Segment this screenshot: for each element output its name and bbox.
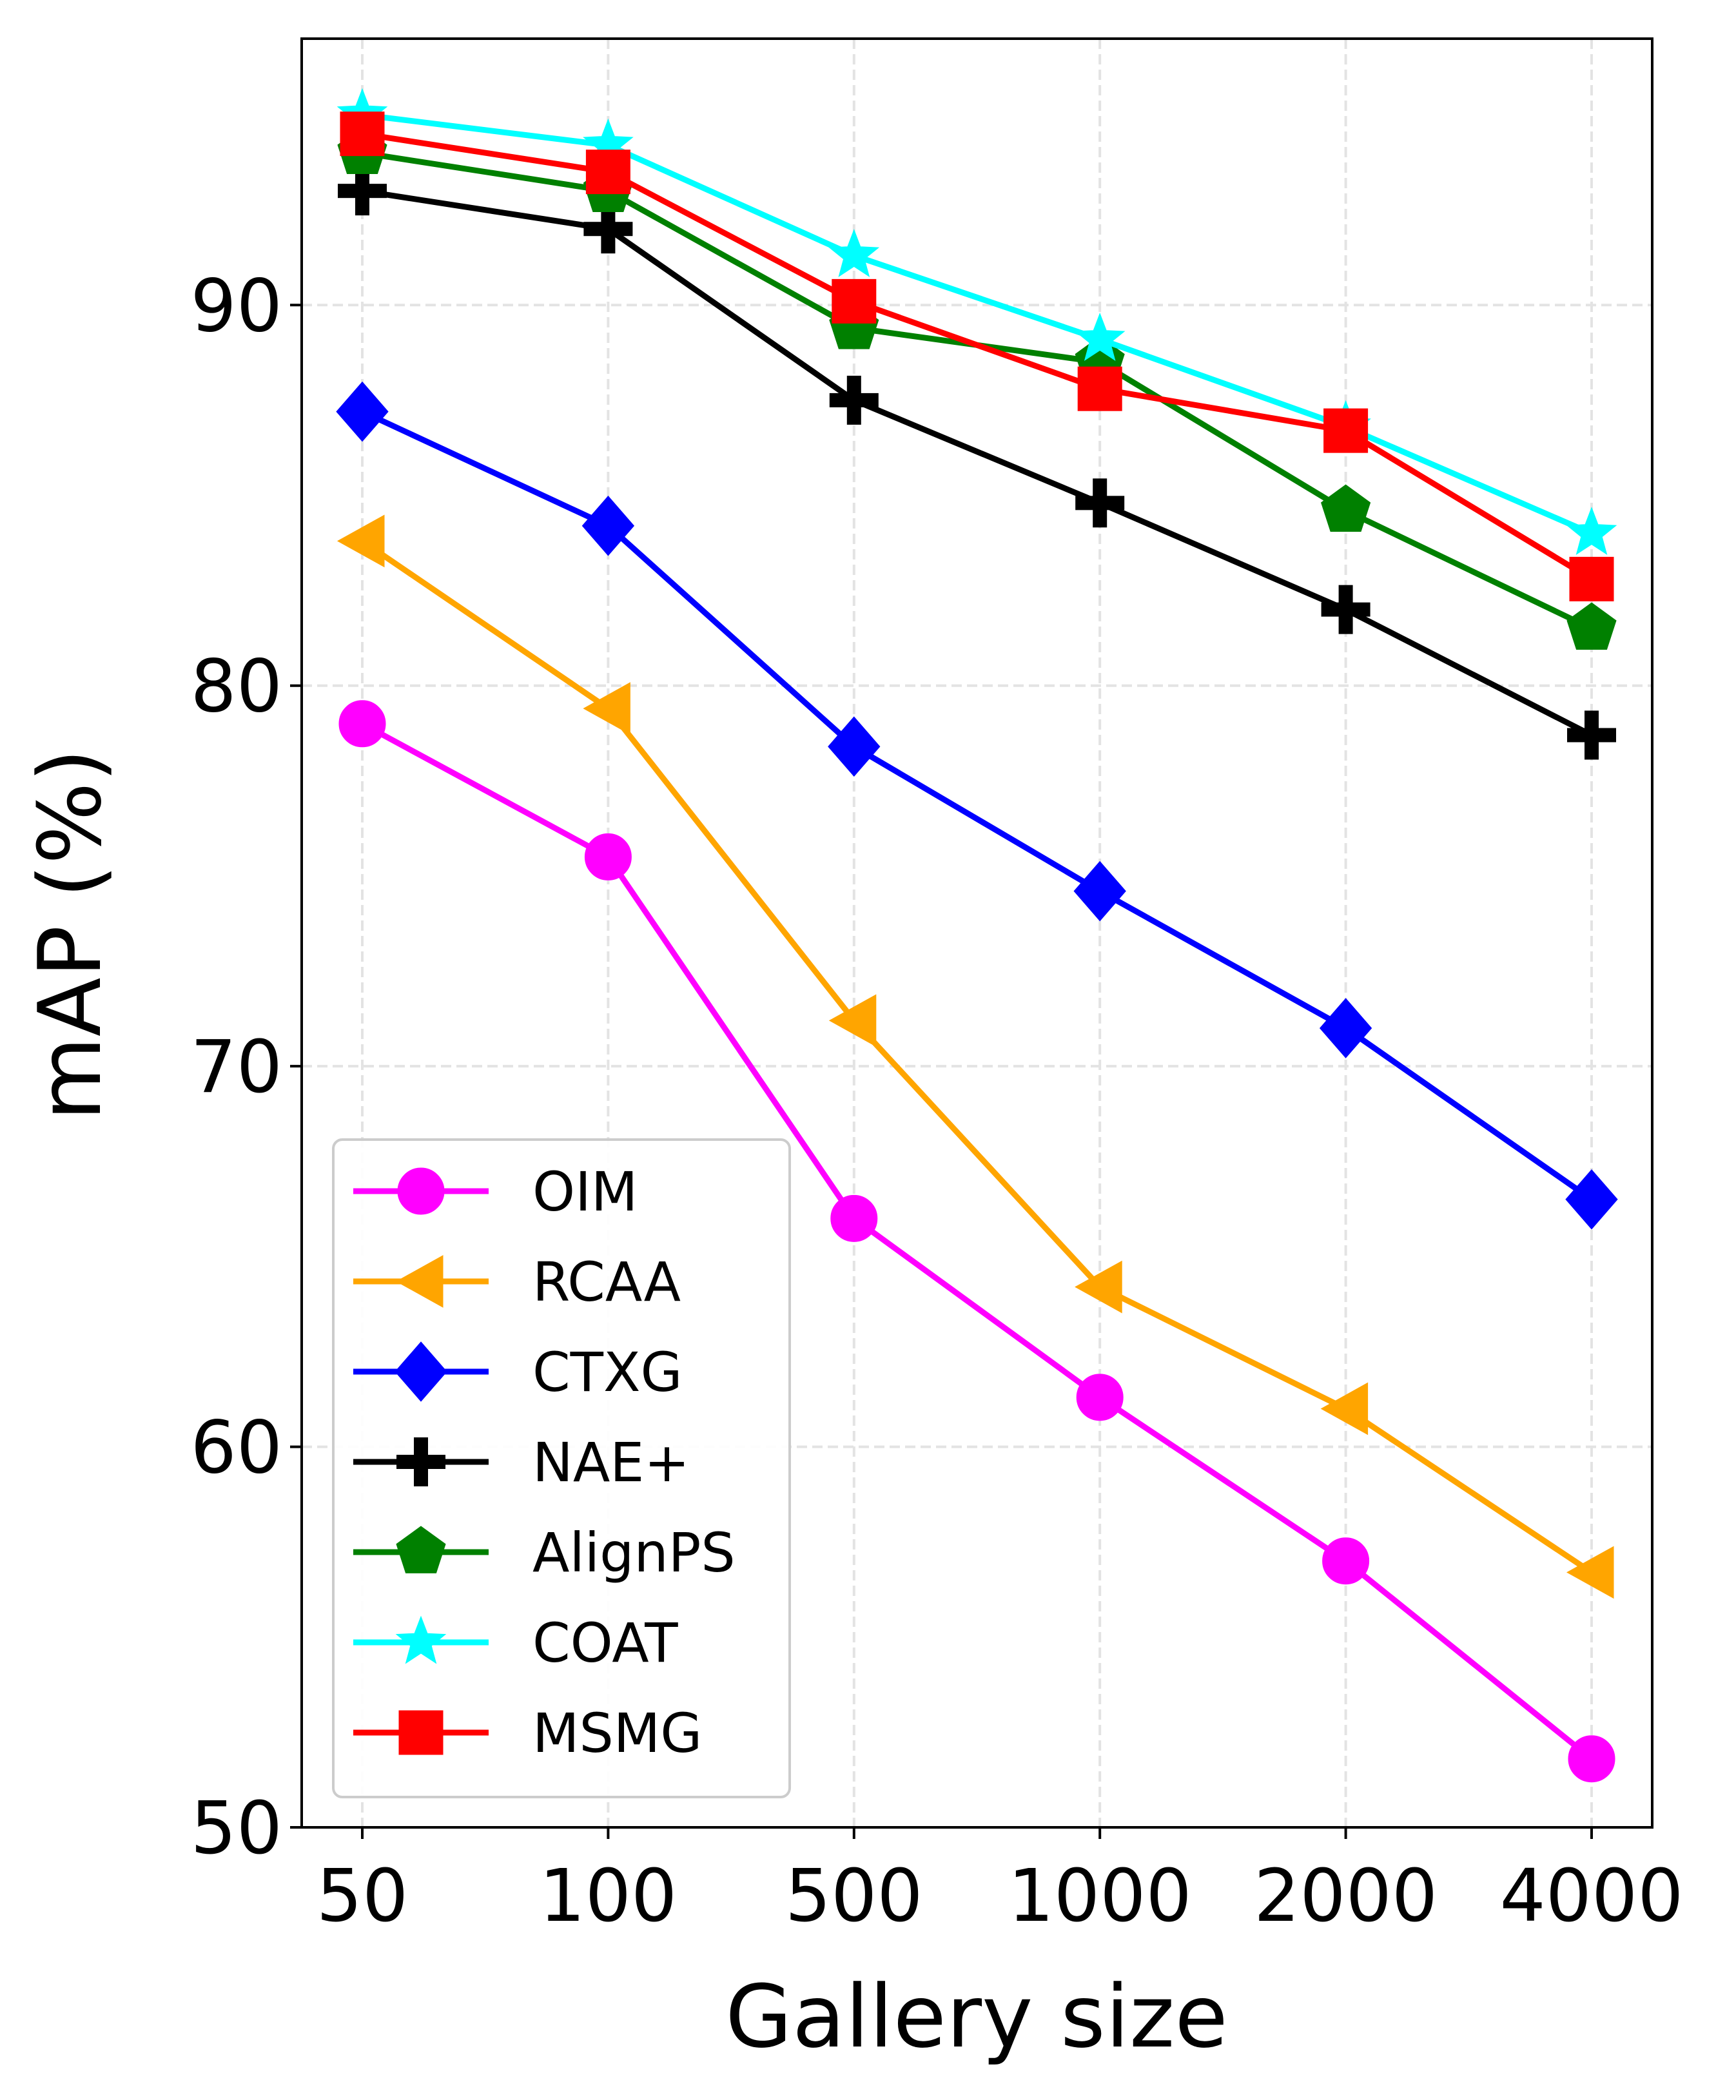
data-point-rcaa	[1320, 1382, 1369, 1435]
data-point-ctxg	[581, 495, 635, 556]
data-point-ctxg	[1073, 860, 1126, 922]
legend-marker-rcaa	[395, 1255, 444, 1308]
data-point-alignps	[1321, 484, 1371, 532]
plot-frame	[300, 37, 1653, 1829]
y-tick-label: 70	[190, 1026, 282, 1109]
legend-item-msmg: MSMG	[353, 1702, 702, 1765]
y-tick-label: 50	[190, 1787, 282, 1871]
series-line-nae	[362, 188, 1594, 738]
legend-label: MSMG	[532, 1702, 702, 1765]
x-tick-label: 2000	[1254, 1854, 1438, 1938]
series-line-msmg	[362, 131, 1594, 582]
legend-box	[332, 1138, 791, 1798]
series-line-alignps	[362, 150, 1593, 632]
data-point-rcaa	[828, 994, 877, 1047]
x-tick-label: 4000	[1499, 1854, 1683, 1938]
y-tick-label: 60	[190, 1406, 282, 1490]
data-point-coat	[1074, 312, 1126, 361]
data-point-oim	[584, 833, 632, 880]
x-tick-label: 1000	[1008, 1854, 1192, 1938]
series-line-coat	[362, 112, 1593, 536]
y-tick-label: 80	[190, 645, 282, 729]
data-point-ctxg	[1319, 998, 1372, 1058]
data-point-nae	[1075, 478, 1125, 528]
legend-item-nae: NAE+	[353, 1431, 690, 1494]
legend-label: AlignPS	[532, 1521, 736, 1584]
y-tick-label: 90	[190, 264, 282, 348]
legend-item-ctxg: CTXG	[353, 1341, 683, 1404]
x-tick-label: 50	[317, 1854, 409, 1938]
data-point-oim	[1568, 1735, 1615, 1783]
data-point-coat	[828, 229, 880, 278]
series-oim	[338, 700, 1615, 1783]
legend-marker-msmg	[398, 1710, 444, 1755]
series-msmg	[340, 112, 1614, 601]
data-point-nae	[338, 166, 387, 216]
series-layer	[336, 88, 1618, 1783]
legend-marker-coat	[395, 1615, 447, 1664]
x-tick-label: 500	[785, 1854, 923, 1938]
data-point-ctxg	[1565, 1169, 1618, 1230]
legend-label: OIM	[532, 1160, 638, 1223]
data-point-ctxg	[336, 381, 389, 442]
data-point-oim	[1076, 1374, 1124, 1421]
data-point-rcaa	[583, 682, 630, 735]
data-point-msmg	[1569, 556, 1614, 601]
legend-item-oim: OIM	[353, 1160, 638, 1223]
data-point-nae	[583, 204, 633, 254]
data-point-oim	[830, 1194, 878, 1242]
legend-item-coat: COAT	[353, 1611, 678, 1675]
series-line-ctxg	[361, 409, 1594, 1202]
data-point-nae	[1567, 710, 1616, 760]
series-line-rcaa	[360, 538, 1594, 1575]
y-axis-label: mAP (%)	[20, 748, 121, 1120]
data-point-oim	[338, 700, 386, 748]
data-point-alignps	[1566, 602, 1617, 650]
ticks: 50 60 70 80 90 50 100 500 1000 2000 4000	[190, 264, 1683, 1938]
data-point-msmg	[340, 112, 385, 157]
x-axis-label: Gallery size	[725, 1967, 1228, 2067]
series-ctxg	[336, 381, 1618, 1230]
legend-marker-nae	[396, 1437, 445, 1486]
series-line-oim	[360, 721, 1594, 1762]
legend-label: NAE+	[532, 1431, 690, 1494]
x-tick-label: 100	[540, 1854, 678, 1938]
data-point-rcaa	[336, 514, 385, 568]
data-point-rcaa	[1075, 1260, 1122, 1314]
data-point-nae	[829, 375, 879, 425]
data-point-ctxg	[828, 716, 881, 777]
legend-item-alignps: AlignPS	[353, 1521, 736, 1584]
data-point-nae	[1321, 585, 1370, 634]
series-alignps	[337, 126, 1617, 650]
series-nae	[338, 166, 1616, 760]
legend-item-rcaa: RCAA	[353, 1250, 681, 1314]
legend-label: CTXG	[532, 1341, 683, 1404]
legend-marker-ctxg	[395, 1341, 447, 1402]
legend-label: RCAA	[532, 1250, 681, 1314]
legend-label: COAT	[532, 1611, 678, 1675]
legend-marker-oim	[397, 1167, 445, 1215]
legend: OIM RCAA CTXG NAE+ AlignPS COAT MSMG	[332, 1138, 791, 1798]
data-point-msmg	[1323, 408, 1369, 453]
data-point-rcaa	[1566, 1546, 1614, 1599]
data-point-oim	[1322, 1537, 1370, 1585]
data-point-msmg	[832, 278, 877, 324]
data-point-coat	[1566, 507, 1617, 556]
data-point-msmg	[1077, 366, 1122, 411]
data-point-msmg	[585, 150, 630, 195]
legend-marker-alignps	[396, 1526, 446, 1573]
series-rcaa	[336, 514, 1614, 1599]
